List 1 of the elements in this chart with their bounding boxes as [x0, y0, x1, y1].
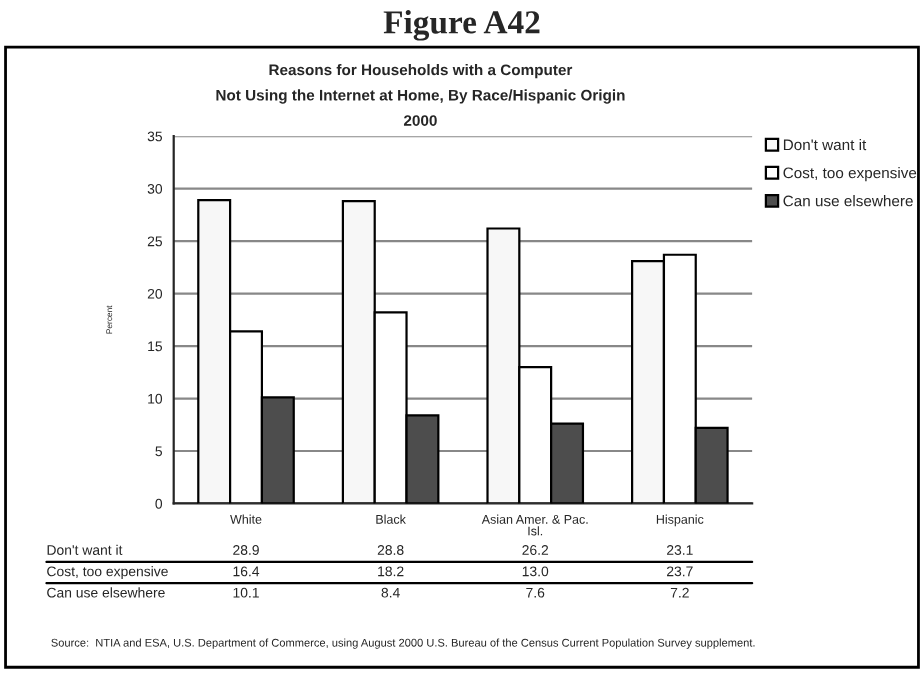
chart-title: Figure A42	[383, 10, 540, 41]
